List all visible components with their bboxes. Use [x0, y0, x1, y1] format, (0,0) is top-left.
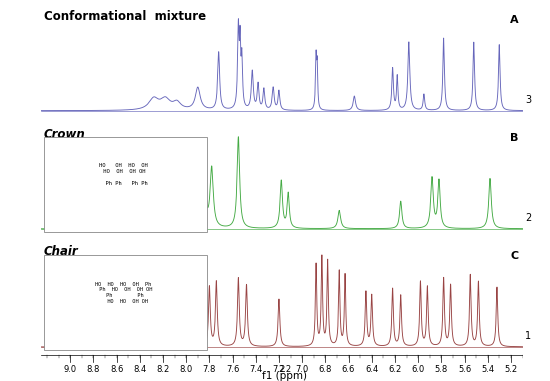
- Text: A: A: [510, 15, 519, 25]
- Text: 7.4: 7.4: [249, 365, 262, 374]
- Text: 8.8: 8.8: [87, 365, 100, 374]
- Text: 6.2: 6.2: [388, 365, 401, 374]
- FancyBboxPatch shape: [43, 137, 207, 232]
- Text: 1: 1: [525, 331, 531, 341]
- Text: Crown: Crown: [43, 128, 85, 141]
- Text: 8.2: 8.2: [156, 365, 169, 374]
- Text: 8.6: 8.6: [110, 365, 123, 374]
- Text: 6.6: 6.6: [342, 365, 355, 374]
- FancyBboxPatch shape: [43, 255, 207, 350]
- Text: B: B: [510, 133, 519, 143]
- Text: 3: 3: [525, 95, 531, 105]
- Text: 5.6: 5.6: [458, 365, 471, 374]
- Text: 2.2: 2.2: [278, 365, 292, 374]
- Text: f1 (ppm): f1 (ppm): [262, 371, 307, 381]
- Text: 6.4: 6.4: [365, 365, 378, 374]
- Text: 7.6: 7.6: [226, 365, 239, 374]
- Text: C: C: [510, 251, 519, 261]
- Text: 8.0: 8.0: [180, 365, 193, 374]
- Text: Conformational  mixture: Conformational mixture: [43, 10, 206, 23]
- Text: Chair: Chair: [43, 245, 78, 258]
- Text: 7.8: 7.8: [203, 365, 216, 374]
- Text: 7.2: 7.2: [272, 365, 285, 374]
- Text: 5.8: 5.8: [434, 365, 448, 374]
- Text: 6.8: 6.8: [318, 365, 332, 374]
- Text: HO   OH  HO  OH
 HO  OH  OH OH

  Ph Ph   Ph Ph: HO OH HO OH HO OH OH OH Ph Ph Ph Ph: [98, 163, 147, 186]
- Text: 5.4: 5.4: [481, 365, 494, 374]
- Text: 6.0: 6.0: [411, 365, 425, 374]
- Text: 7.0: 7.0: [295, 365, 309, 374]
- Text: 9.0: 9.0: [64, 365, 77, 374]
- Text: 2: 2: [525, 213, 531, 223]
- Text: 5.2: 5.2: [504, 365, 518, 374]
- Text: 8.4: 8.4: [133, 365, 146, 374]
- Text: HO  HO  HO  OH  Ph
  Ph  HO  OH  OH OH
 Ph        Ph
   HO  HO  OH OH: HO HO HO OH Ph Ph HO OH OH OH Ph Ph HO H…: [94, 282, 153, 304]
